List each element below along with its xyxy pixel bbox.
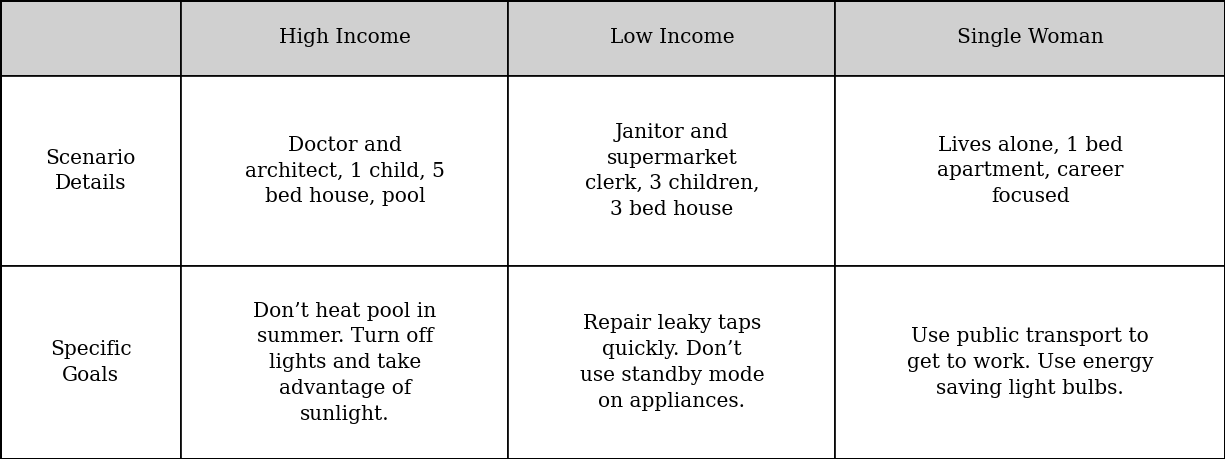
Bar (0, 0, 181, 76)
Bar (508, 0, 835, 76)
Bar (508, 76, 835, 266)
Bar (181, 0, 508, 76)
Text: Scenario
Details: Scenario Details (45, 149, 136, 193)
Bar (181, 76, 508, 266)
Bar (508, 76, 835, 266)
Bar (0, 76, 181, 266)
Bar (835, 266, 1225, 459)
Text: Specific
Goals: Specific Goals (50, 340, 131, 385)
Text: Lives alone, 1 bed
apartment, career
focused: Lives alone, 1 bed apartment, career foc… (937, 136, 1123, 206)
Text: Single Woman: Single Woman (957, 28, 1104, 47)
Bar (508, 266, 835, 459)
Bar (181, 266, 508, 459)
Bar (181, 266, 508, 459)
Bar (835, 76, 1225, 266)
Bar (0, 76, 181, 266)
Bar (508, 0, 835, 76)
Text: Low Income: Low Income (610, 28, 734, 47)
Bar (181, 0, 508, 76)
Bar (0, 0, 181, 76)
Bar (508, 266, 835, 459)
Bar (835, 0, 1225, 76)
Bar (181, 76, 508, 266)
Text: Repair leaky taps
quickly. Don’t
use standby mode
on appliances.: Repair leaky taps quickly. Don’t use sta… (579, 314, 764, 411)
Text: Doctor and
architect, 1 child, 5
bed house, pool: Doctor and architect, 1 child, 5 bed hou… (245, 136, 445, 206)
Bar (835, 266, 1225, 459)
Bar (835, 76, 1225, 266)
Bar (835, 0, 1225, 76)
Text: Don’t heat pool in
summer. Turn off
lights and take
advantage of
sunlight.: Don’t heat pool in summer. Turn off ligh… (254, 302, 436, 424)
Text: Janitor and
supermarket
clerk, 3 children,
3 bed house: Janitor and supermarket clerk, 3 childre… (584, 123, 760, 219)
Text: High Income: High Income (279, 28, 410, 47)
Bar (0, 266, 181, 459)
Text: Use public transport to
get to work. Use energy
saving light bulbs.: Use public transport to get to work. Use… (906, 327, 1154, 398)
Bar (0, 266, 181, 459)
